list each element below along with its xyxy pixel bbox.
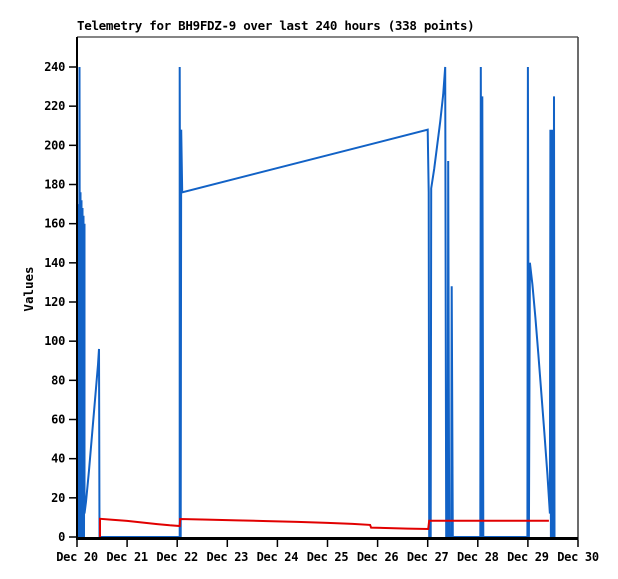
x-tick-label: Dec 25 bbox=[307, 550, 349, 564]
x-tick-label: Dec 28 bbox=[457, 550, 499, 564]
y-tick-label: 140 bbox=[44, 256, 65, 270]
x-tick-label: Dec 24 bbox=[257, 550, 299, 564]
y-tick-label: 20 bbox=[51, 491, 65, 505]
x-tick-label: Dec 30 bbox=[557, 550, 599, 564]
y-tick-label: 40 bbox=[51, 452, 65, 466]
axes-layer: 0 20 40 60 80 100 120 140 160 180 200 220 240 Dec 20 D… bbox=[44, 36, 599, 564]
y-tick-label: 0 bbox=[58, 530, 65, 544]
y-tick-label: 100 bbox=[44, 334, 65, 348]
y-tick-label: 240 bbox=[44, 60, 65, 74]
y-tick-label: 220 bbox=[44, 99, 65, 113]
y-tick-label: 120 bbox=[44, 295, 65, 309]
series-layer bbox=[77, 66, 556, 538]
x-tick-label: Dec 22 bbox=[156, 550, 198, 564]
x-tick-label: Dec 26 bbox=[357, 550, 399, 564]
x-tick-label: Dec 29 bbox=[507, 550, 549, 564]
x-tick-label: Dec 27 bbox=[407, 550, 449, 564]
chart-title: Telemetry for BH9FDZ-9 over last 240 hou… bbox=[77, 18, 474, 33]
x-tick-label: Dec 21 bbox=[106, 550, 148, 564]
y-tick-label: 180 bbox=[44, 178, 65, 192]
y-tick-label: 200 bbox=[44, 138, 65, 152]
y-axis-label: Values bbox=[21, 266, 36, 311]
y-tick-label: 80 bbox=[51, 373, 65, 387]
y-tick-label: 160 bbox=[44, 217, 65, 231]
x-tick-label: Dec 20 bbox=[56, 550, 98, 564]
x-tick-label: Dec 23 bbox=[207, 550, 249, 564]
y-tick-label: 60 bbox=[51, 413, 65, 427]
series-telemetry-channel-red bbox=[99, 517, 549, 537]
series-telemetry-channel-blue bbox=[77, 66, 556, 538]
